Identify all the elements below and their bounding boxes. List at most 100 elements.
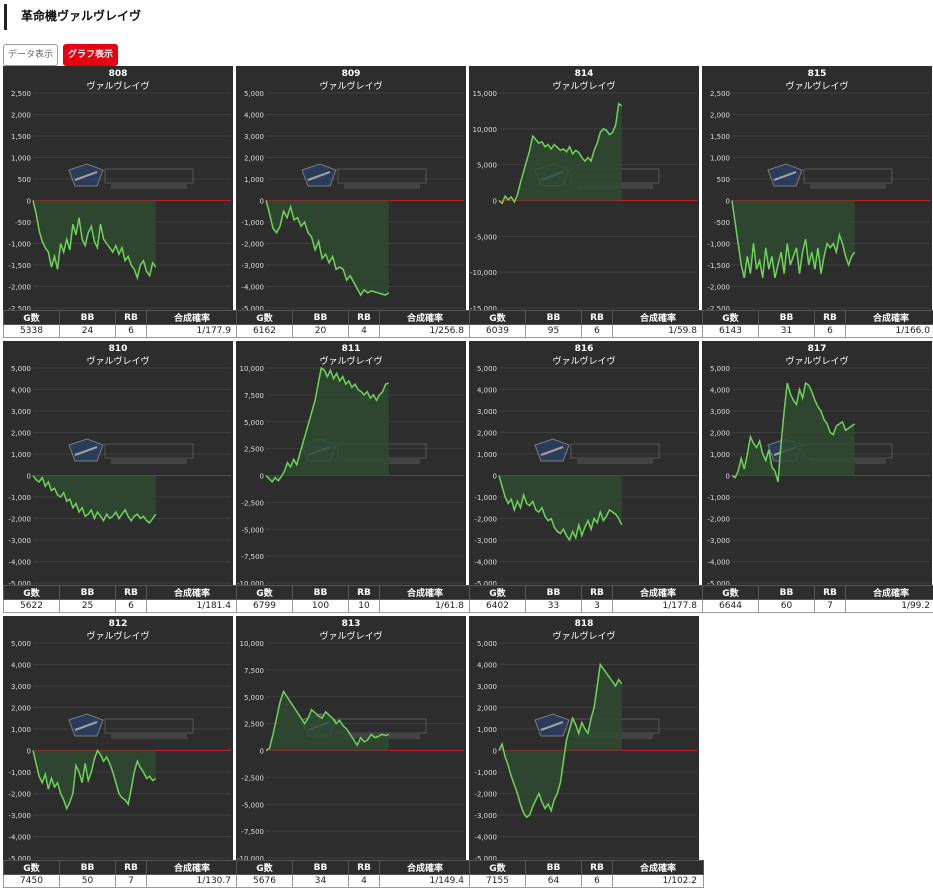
y-tick-label: 0 [726, 473, 730, 481]
y-tick-label: 500 [717, 176, 730, 184]
series-line [731, 381, 856, 483]
y-tick-label: 2,500 [710, 90, 730, 98]
y-tick-label: -1,500 [707, 262, 730, 270]
y-tick-label: -1,000 [707, 494, 730, 502]
y-tick-label: 5,000 [477, 365, 497, 373]
stats-g: 6162 [236, 324, 293, 338]
stats-bb: 60 [758, 599, 815, 613]
y-tick-label: 2,000 [710, 430, 730, 438]
stats-rate: 1/177.9 [146, 324, 238, 338]
y-tick-label: 2,000 [710, 112, 730, 120]
stats-table: G数 BB RB 合成確率 6799 100 10 1/61.8 [236, 585, 471, 613]
stats-table: G数 BB RB 合成確率 5676 34 4 1/149.4 [236, 860, 471, 888]
stats-rate: 1/99.2 [845, 599, 933, 613]
machine-chart-card: 10,000 7,500 5,000 2,500 0 -2,500 -5,000 -7,500… [236, 341, 471, 613]
stats-bb: 20 [292, 324, 349, 338]
stats-g: 6402 [469, 599, 526, 613]
y-tick-label: -2,500 [707, 305, 730, 310]
stats-header: BB [59, 310, 116, 325]
series-line [498, 475, 623, 542]
y-tick-label: -1,000 [8, 241, 31, 249]
chart-title: 809 [341, 69, 361, 79]
y-tick-label: -5,000 [474, 580, 497, 585]
y-tick-label: -1,000 [474, 494, 497, 502]
y-tick-label: 0 [260, 198, 264, 206]
y-tick-label: 0 [493, 473, 497, 481]
y-tick-label: 3,000 [11, 683, 31, 691]
stats-header: BB [758, 310, 815, 325]
stats-bb: 100 [292, 599, 349, 613]
stats-header: G数 [702, 310, 759, 325]
stats-table: G数 BB RB 合成確率 5622 25 6 1/181.4 [3, 585, 238, 613]
machine-chart-card: 2,500 2,000 1,500 1,000 500 0 -500 -1,000 -1,500… [702, 66, 933, 338]
stats-header: 合成確率 [612, 310, 704, 325]
stats-header: G数 [3, 860, 60, 875]
series-line [265, 200, 390, 297]
stats-bb: 50 [59, 874, 116, 888]
stats-header: BB [758, 585, 815, 600]
payout-line-chart: 5,000 4,000 3,000 2,000 1,000 0 -1,000 -2,000 -3… [474, 640, 697, 860]
stats-rb: 6 [115, 599, 147, 613]
y-tick-label: 1,000 [710, 451, 730, 459]
y-tick-label: -7,500 [241, 553, 264, 561]
stats-rb: 4 [348, 324, 380, 338]
machine-chart-card: 15,000 10,000 5,000 0 -5,000 -10,000 -15,000 81… [469, 66, 704, 338]
y-tick-label: 1,000 [11, 451, 31, 459]
y-tick-label: 0 [493, 748, 497, 756]
watermark-logo [68, 713, 194, 739]
y-tick-label: 0 [726, 198, 730, 206]
stats-header: BB [292, 860, 349, 875]
y-tick-label: 5,000 [710, 365, 730, 373]
y-tick-label: 2,500 [11, 90, 31, 98]
stats-g: 6799 [236, 599, 293, 613]
stats-header: BB [292, 585, 349, 600]
payout-line-chart: 10,000 7,500 5,000 2,500 0 -2,500 -5,000 -7,500… [237, 365, 464, 585]
stats-header: BB [525, 585, 582, 600]
machine-chart-card: 5,000 4,000 3,000 2,000 1,000 0 -1,000 -2,000 -3… [469, 341, 704, 613]
y-tick-label: -4,000 [474, 834, 497, 842]
stats-rate: 1/61.8 [379, 599, 471, 613]
stats-bb: 31 [758, 324, 815, 338]
series-area [266, 368, 389, 482]
stats-header: 合成確率 [379, 310, 471, 325]
stats-rate: 1/59.8 [612, 324, 704, 338]
stats-header: 合成確率 [146, 310, 238, 325]
series-area [266, 200, 389, 296]
y-tick-label: 1,500 [710, 133, 730, 141]
y-tick-label: -3,000 [8, 812, 31, 820]
stats-rate: 1/177.8 [612, 599, 704, 613]
chart-subtitle: ヴァルヴレイヴ [86, 357, 150, 367]
series-area [732, 383, 855, 482]
stats-g: 6039 [469, 324, 526, 338]
stats-header: G数 [3, 310, 60, 325]
y-tick-label: 1,000 [477, 726, 497, 734]
machine-chart-card: 10,000 7,500 5,000 2,500 0 -2,500 -5,000 -7,500… [236, 616, 471, 888]
chart-title: 811 [341, 344, 361, 354]
stats-g: 6644 [702, 599, 759, 613]
stats-table: G数 BB RB 合成確率 5338 24 6 1/177.9 [3, 310, 238, 338]
y-tick-label: 7,500 [244, 392, 264, 400]
y-tick-label: 0 [27, 198, 31, 206]
stats-table: G数 BB RB 合成確率 7450 50 7 1/130.7 [3, 860, 238, 888]
stats-header: G数 [236, 310, 293, 325]
chart-subtitle: ヴァルヴレイヴ [319, 632, 383, 642]
y-tick-label: 4,000 [11, 662, 31, 670]
tab-graph-view[interactable]: グラフ表示 [63, 44, 119, 66]
tab-data-view[interactable]: データ表示 [3, 44, 59, 66]
y-tick-label: -5,000 [241, 305, 264, 310]
y-tick-label: -5,000 [241, 801, 264, 809]
stats-table: G数 BB RB 合成確率 6039 95 6 1/59.8 [469, 310, 704, 338]
y-tick-label: -5,000 [707, 580, 730, 585]
stats-header: RB [115, 585, 147, 600]
stats-rb: 6 [581, 874, 613, 888]
y-tick-label: -4,000 [8, 559, 31, 567]
y-tick-label: 5,000 [477, 162, 497, 170]
y-tick-label: 4,000 [244, 112, 264, 120]
y-tick-label: 1,000 [477, 451, 497, 459]
y-tick-label: -10,000 [237, 580, 264, 585]
view-tabs: データ表示 グラフ表示 [3, 44, 119, 66]
y-tick-label: 5,000 [11, 640, 31, 648]
y-tick-label: 3,000 [477, 408, 497, 416]
chart-subtitle: ヴァルヴレイヴ [319, 357, 383, 367]
payout-line-chart: 10,000 7,500 5,000 2,500 0 -2,500 -5,000 -7,500… [237, 640, 464, 860]
